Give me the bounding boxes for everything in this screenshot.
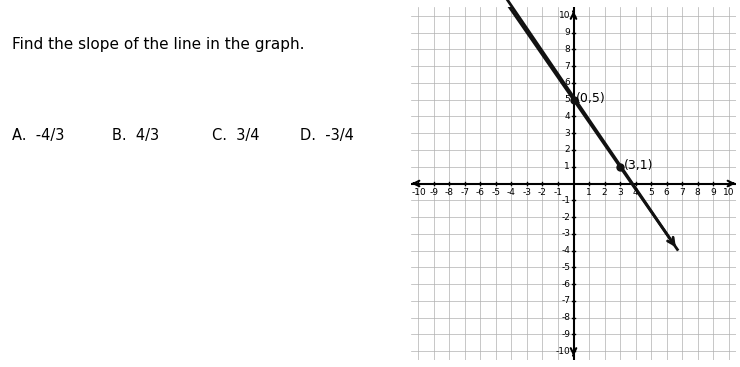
Text: -1: -1 — [561, 196, 570, 205]
Text: 6: 6 — [664, 188, 670, 197]
Text: -2: -2 — [561, 212, 570, 222]
Text: -9: -9 — [429, 188, 439, 197]
Text: 3: 3 — [565, 129, 570, 138]
Text: -6: -6 — [561, 280, 570, 289]
Text: -10: -10 — [411, 188, 426, 197]
Text: -3: -3 — [561, 229, 570, 238]
Text: 9: 9 — [565, 28, 570, 37]
Text: 8: 8 — [695, 188, 701, 197]
Text: -2: -2 — [538, 188, 547, 197]
Text: 9: 9 — [710, 188, 716, 197]
Text: B.  4/3: B. 4/3 — [112, 128, 159, 143]
Text: 2: 2 — [602, 188, 608, 197]
Text: -9: -9 — [561, 330, 570, 339]
Text: -1: -1 — [554, 188, 562, 197]
Text: 5: 5 — [565, 95, 570, 104]
Text: 6: 6 — [565, 78, 570, 87]
Text: A.  -4/3: A. -4/3 — [12, 128, 64, 143]
Text: -7: -7 — [561, 297, 570, 305]
Text: -10: -10 — [555, 347, 570, 356]
Text: 8: 8 — [565, 45, 570, 54]
Text: 4: 4 — [633, 188, 639, 197]
Text: 7: 7 — [565, 62, 570, 70]
Text: -7: -7 — [460, 188, 469, 197]
Text: 7: 7 — [679, 188, 685, 197]
Text: -8: -8 — [561, 313, 570, 322]
Text: (0,5): (0,5) — [576, 92, 605, 105]
Text: (3,1): (3,1) — [624, 159, 653, 172]
Text: -5: -5 — [561, 263, 570, 272]
Text: 2: 2 — [565, 145, 570, 155]
Text: Find the slope of the line in the graph.: Find the slope of the line in the graph. — [12, 37, 304, 52]
Text: -5: -5 — [491, 188, 500, 197]
Text: 4: 4 — [565, 112, 570, 121]
Text: -3: -3 — [522, 188, 531, 197]
Text: -4: -4 — [507, 188, 516, 197]
Text: -6: -6 — [476, 188, 485, 197]
Text: -8: -8 — [445, 188, 454, 197]
Text: 3: 3 — [617, 188, 623, 197]
Text: -4: -4 — [561, 246, 570, 255]
Text: D.  -3/4: D. -3/4 — [300, 128, 354, 143]
Text: C.  3/4: C. 3/4 — [212, 128, 259, 143]
Text: 5: 5 — [648, 188, 654, 197]
Text: 1: 1 — [586, 188, 592, 197]
Text: 10: 10 — [559, 11, 570, 20]
Text: 10: 10 — [723, 188, 734, 197]
Text: 1: 1 — [565, 162, 570, 171]
